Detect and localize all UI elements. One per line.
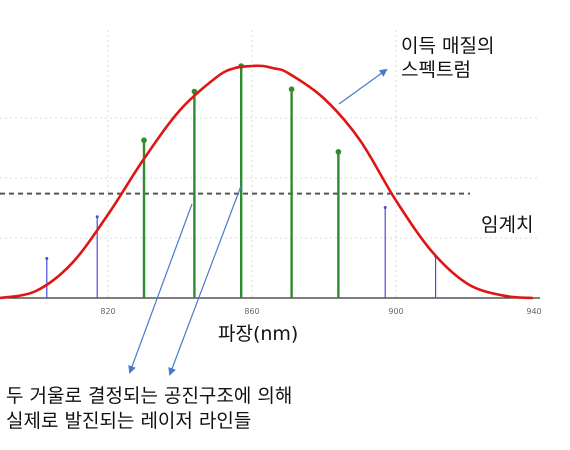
lasing-line-tip	[335, 149, 342, 155]
cavity-modes	[45, 63, 438, 298]
caption-line-1: 두 거울로 결정되는 공진구조에 의해	[6, 385, 293, 407]
non-lasing-line-tip	[383, 206, 387, 210]
x-tick-label: 860	[244, 307, 259, 316]
gain-spectrum-label: 이득 매질의 스펙트럼	[401, 34, 494, 82]
caption-line-2: 실제로 발진되는 레이저 라인들	[6, 410, 252, 432]
threshold-label: 임계치	[481, 214, 534, 236]
x-tick-label: 940	[526, 307, 541, 316]
annotation-arrows	[128, 68, 388, 376]
lasing-lines-arrow-left	[128, 203, 193, 374]
x-tick-label: 900	[388, 307, 403, 316]
non-lasing-line-tip	[95, 215, 99, 219]
grid	[0, 30, 540, 298]
lasing-lines-arrow-right	[168, 185, 242, 376]
non-lasing-line-tip	[45, 257, 49, 261]
x-tick-label: 820	[100, 307, 115, 316]
lasing-line-tip	[141, 137, 147, 144]
gain-spectrum-curve	[0, 64, 533, 300]
lasing-lines-caption: 두 거울로 결정되는 공진구조에 의해 실제로 발진되는 레이저 라인들	[6, 384, 292, 434]
gain-spectrum-label-line-1: 이득 매질의	[401, 35, 495, 57]
gain-spectrum-arrow	[338, 68, 388, 105]
lasing-line-tip	[288, 86, 295, 92]
x-axis-title: 파장(nm)	[218, 323, 299, 345]
x-axis-ticks: 820 860 900 940	[100, 307, 541, 316]
gain-spectrum-label-line-2: 스펙트럼	[401, 59, 471, 81]
